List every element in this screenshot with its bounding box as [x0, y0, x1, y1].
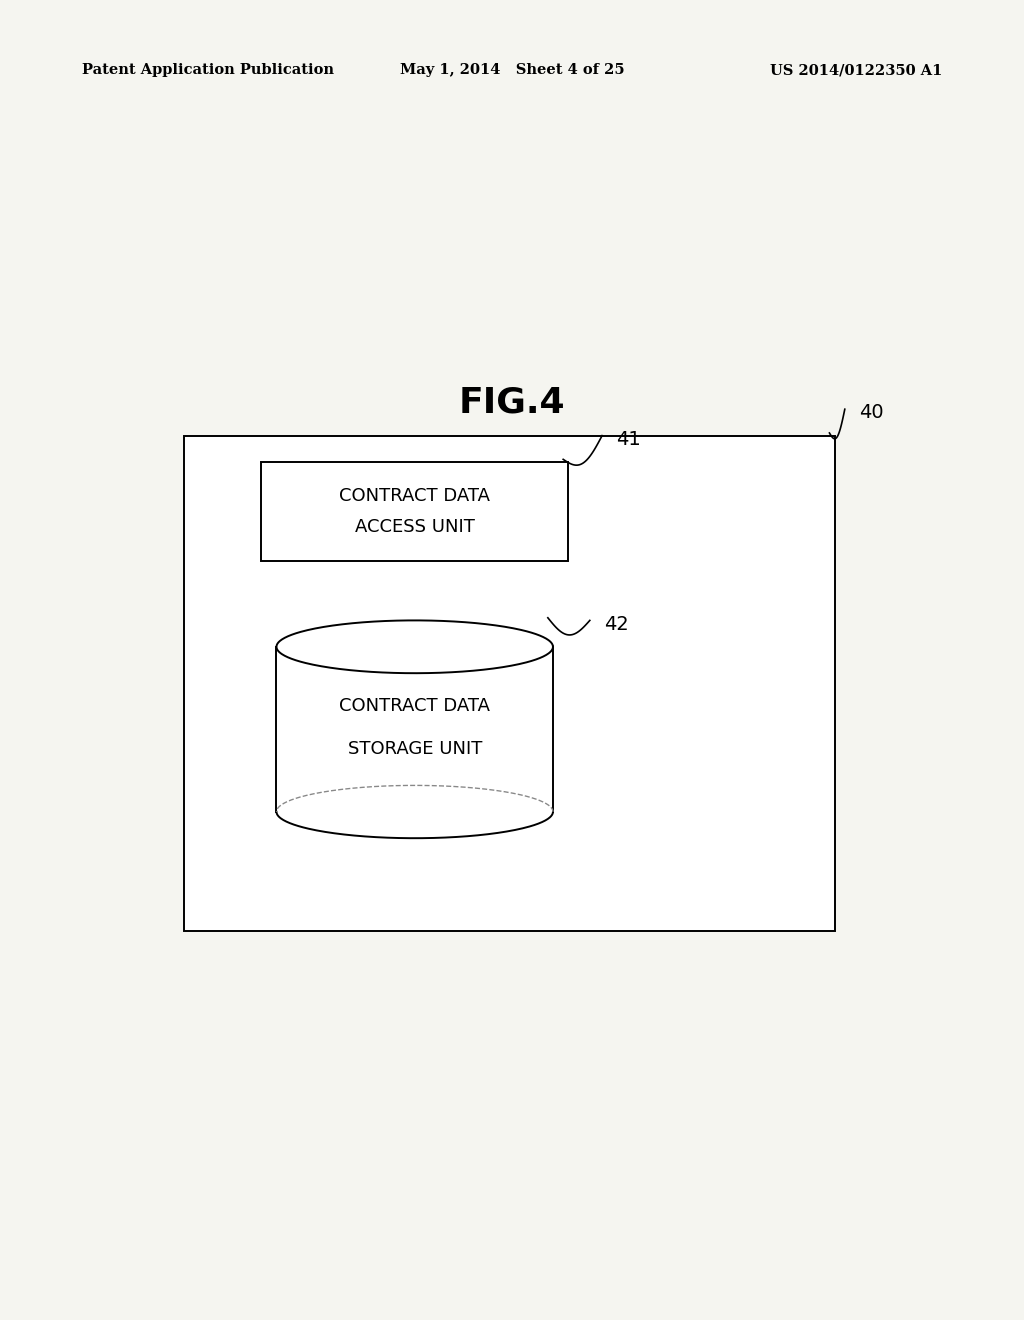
Text: ACCESS UNIT: ACCESS UNIT — [354, 519, 475, 536]
Text: 41: 41 — [616, 430, 641, 449]
Text: CONTRACT DATA: CONTRACT DATA — [339, 487, 490, 504]
Ellipse shape — [276, 785, 553, 838]
Bar — [261, 462, 568, 561]
Text: Patent Application Publication: Patent Application Publication — [82, 63, 334, 78]
Text: May 1, 2014   Sheet 4 of 25: May 1, 2014 Sheet 4 of 25 — [399, 63, 625, 78]
Text: US 2014/0122350 A1: US 2014/0122350 A1 — [770, 63, 942, 78]
Text: 40: 40 — [859, 404, 884, 422]
Text: CONTRACT DATA: CONTRACT DATA — [339, 697, 490, 714]
Text: 42: 42 — [604, 615, 629, 634]
Ellipse shape — [276, 620, 553, 673]
Bar — [184, 436, 835, 931]
Text: FIG.4: FIG.4 — [459, 385, 565, 420]
Text: STORAGE UNIT: STORAGE UNIT — [347, 741, 482, 758]
Bar — [276, 647, 553, 812]
